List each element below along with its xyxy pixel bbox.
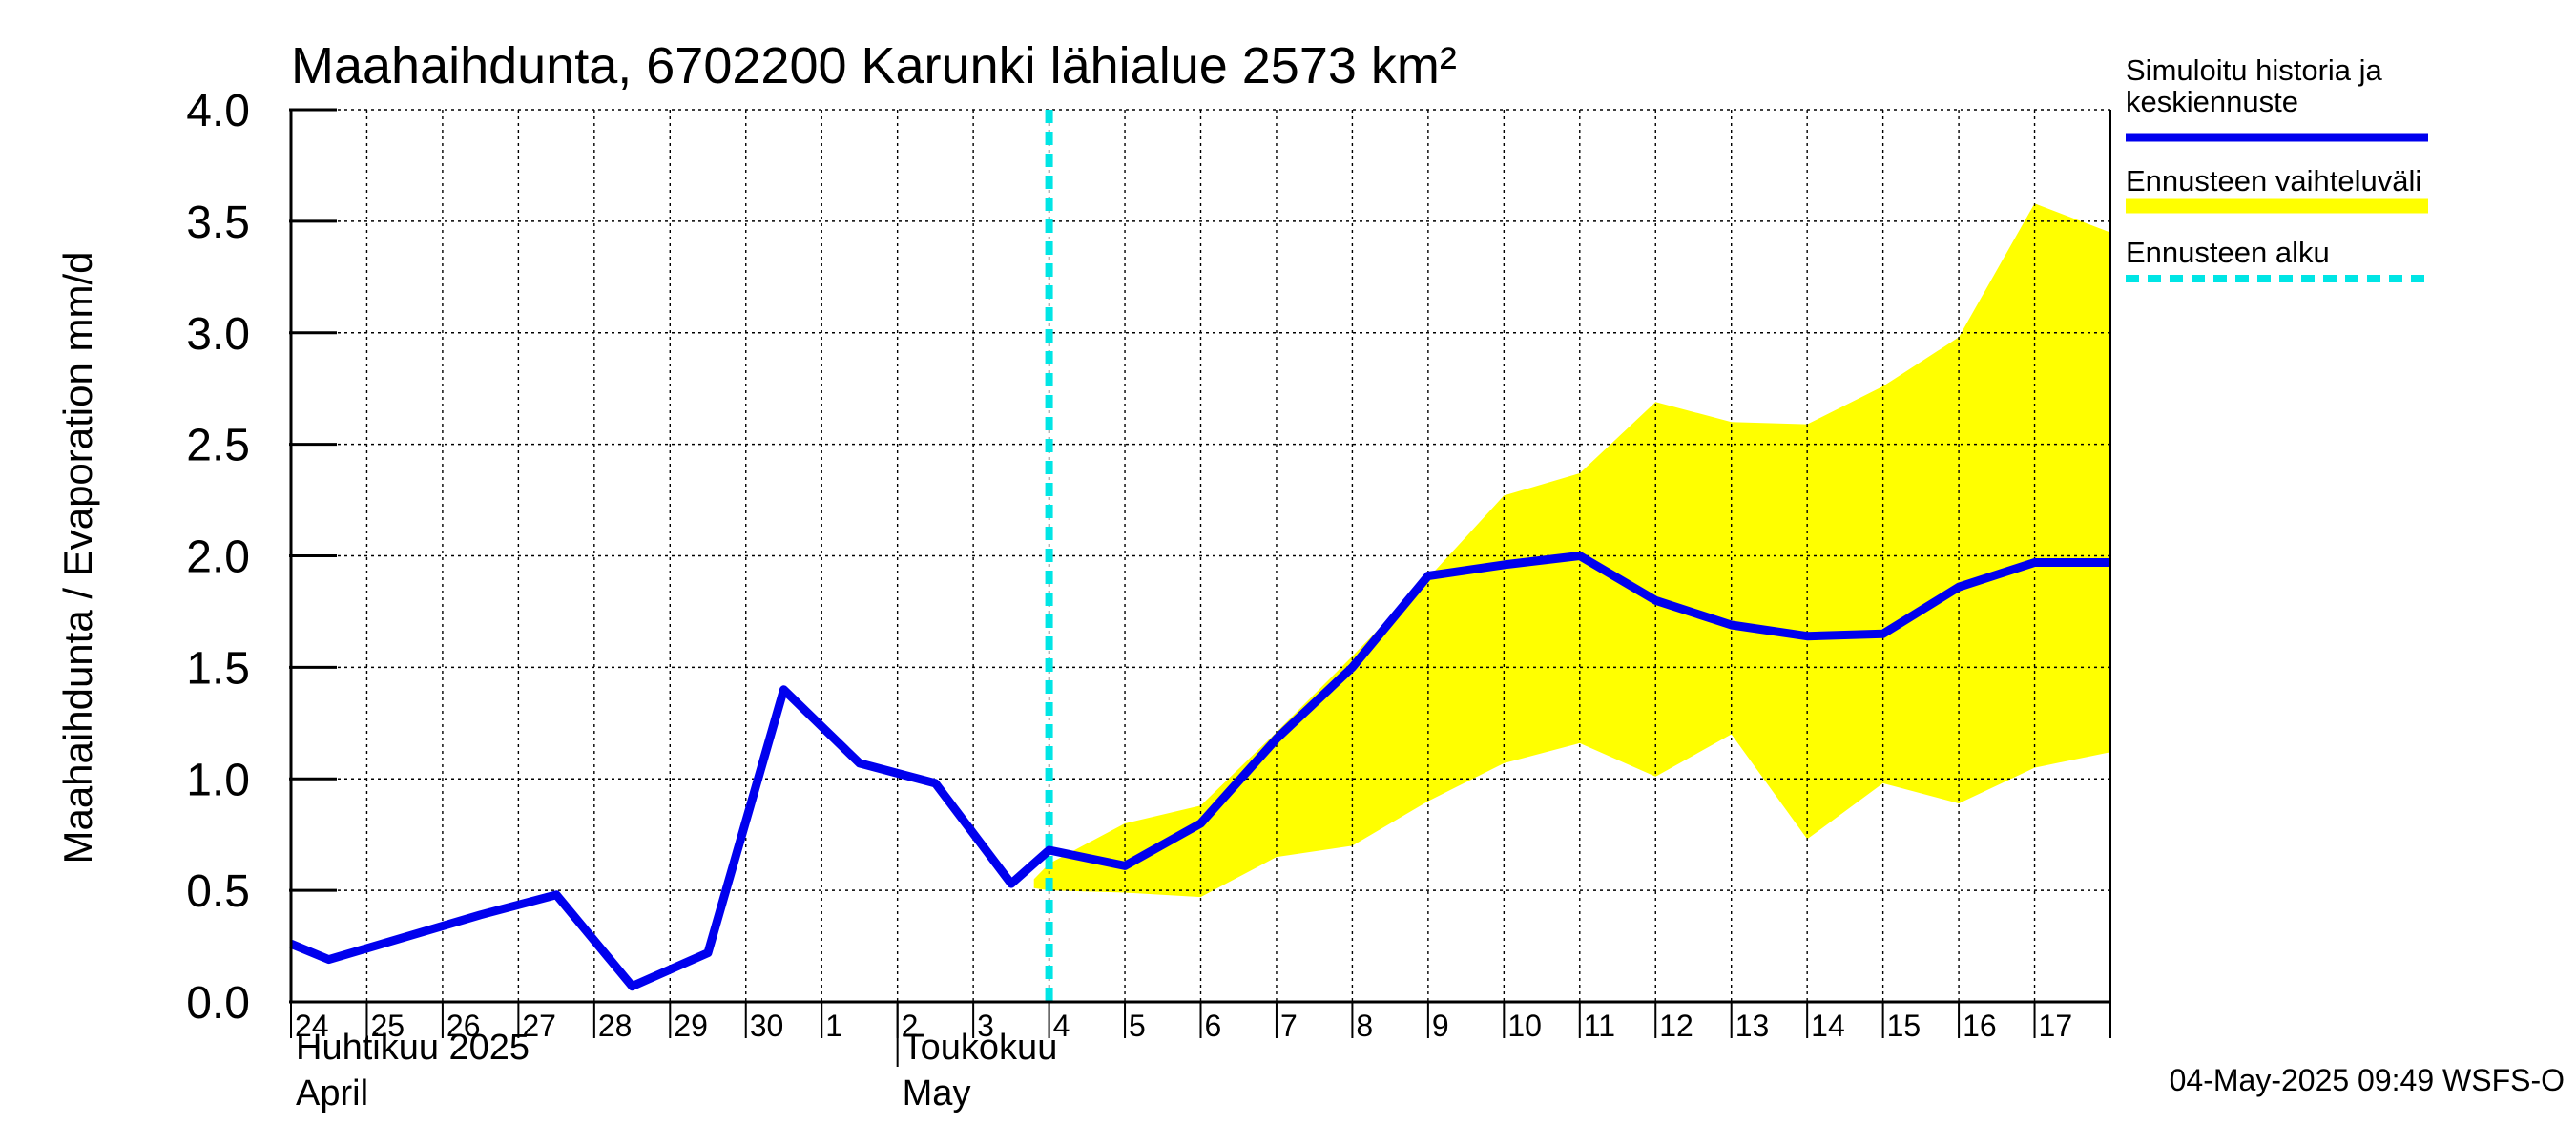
x-tick-label: 17 <box>2039 1009 2073 1043</box>
plot-area: 0.00.51.01.52.02.53.03.54.024 25 26 27 28 29 3… <box>55 86 2111 1114</box>
month-label-english: May <box>903 1073 971 1114</box>
x-tick-label: 15 <box>1887 1009 1922 1043</box>
legend-item-label: Ennusteen vaihteluväli <box>2126 164 2421 198</box>
legend-item-label: Simuloitu historia ja <box>2126 53 2383 87</box>
y-tick-label: 2.0 <box>186 532 250 583</box>
chart-title: Maahaihdunta, 6702200 Karunki lähialue 2… <box>291 37 1457 94</box>
x-tick-label: 3 <box>977 1009 994 1043</box>
series-line <box>289 552 2110 991</box>
x-tick-label: 13 <box>1735 1009 1770 1043</box>
x-tick-label: 26 <box>447 1009 481 1043</box>
grid <box>291 109 2110 1002</box>
y-tick-label: 3.5 <box>186 198 250 248</box>
month-label-english: April <box>296 1073 368 1114</box>
x-tick-label: 2 <box>902 1009 919 1043</box>
x-tick-label: 4 <box>1053 1009 1070 1043</box>
x-tick-label: 7 <box>1280 1009 1298 1043</box>
x-tick-label: 16 <box>1963 1009 1997 1043</box>
y-tick-label: 2.5 <box>186 421 250 471</box>
x-tick-label: 29 <box>674 1009 708 1043</box>
y-tick-label: 3.0 <box>186 309 250 360</box>
y-tick-label: 4.0 <box>186 86 250 136</box>
x-tick-label: 8 <box>1356 1009 1373 1043</box>
x-tick-label: 30 <box>750 1009 784 1043</box>
x-tick-label: 12 <box>1659 1009 1693 1043</box>
x-tick-label: 6 <box>1205 1009 1222 1043</box>
month-label: Huhtikuu 2025 <box>296 1028 530 1068</box>
month-label: Toukokuu <box>903 1028 1058 1068</box>
x-tick-label: 1 <box>825 1009 842 1043</box>
y-tick-label: 1.0 <box>186 755 250 805</box>
y-tick-label: 1.5 <box>186 643 250 694</box>
x-tick-label: 24 <box>295 1009 329 1043</box>
x-tick-label: 28 <box>598 1009 633 1043</box>
legend-item-label: Ennusteen alku <box>2126 236 2330 269</box>
y-tick-label: 0.0 <box>186 978 250 1029</box>
x-tick-label: 27 <box>522 1009 556 1043</box>
x-tick-label: 9 <box>1432 1009 1449 1043</box>
y-axis-title: Maahaihdunta / Evaporation mm/d <box>55 251 100 864</box>
x-tick-label: 10 <box>1507 1009 1542 1043</box>
footer-timestamp: 04-May-2025 09:49 WSFS-O <box>2170 1063 2565 1097</box>
y-tick-label: 0.5 <box>186 866 250 917</box>
legend-item-label: keskiennuste <box>2126 85 2298 118</box>
forecast-range-band <box>1033 203 2110 898</box>
x-tick-label: 14 <box>1811 1009 1845 1043</box>
x-tick-label: 5 <box>1129 1009 1146 1043</box>
x-tick-label: 25 <box>370 1009 405 1043</box>
x-tick-label: 11 <box>1584 1009 1615 1043</box>
